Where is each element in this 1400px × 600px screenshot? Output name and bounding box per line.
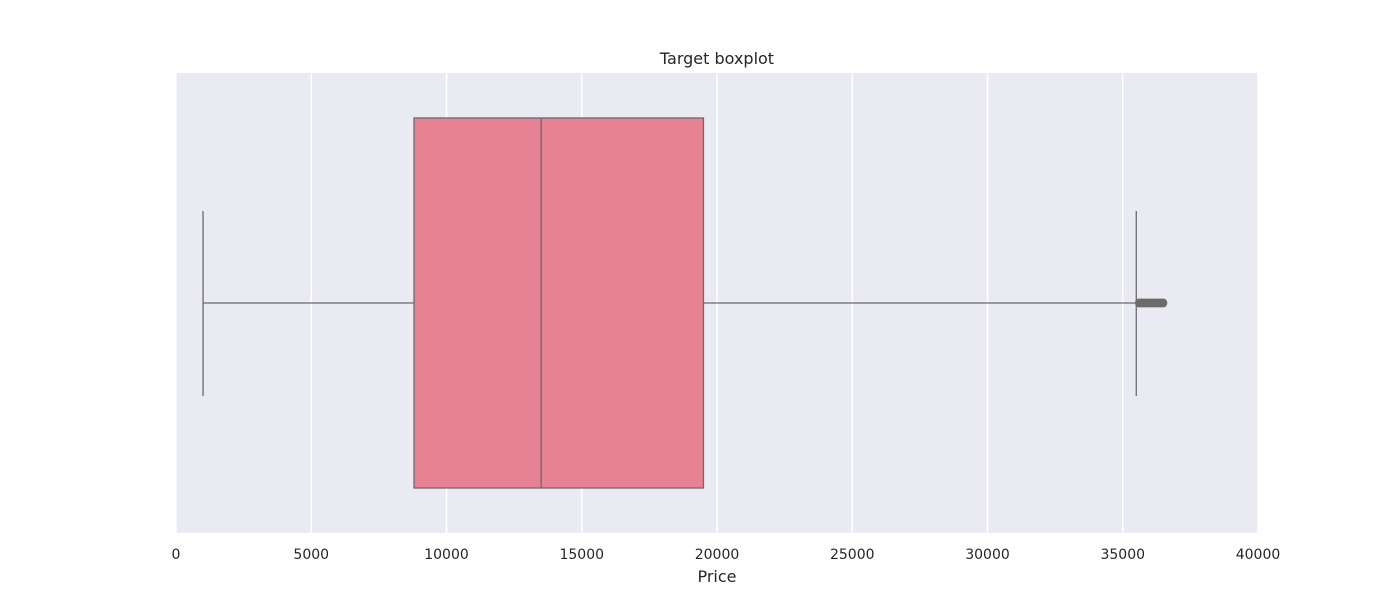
x-axis-label: Price bbox=[697, 567, 736, 586]
iqr-box bbox=[413, 117, 705, 489]
x-tick-label-30000: 30000 bbox=[965, 547, 1010, 563]
x-tick-label-5000: 5000 bbox=[293, 547, 329, 563]
x-axis-ticks: 0 5000 10000 15000 20000 25000 30000 35000 40000 bbox=[172, 547, 1281, 563]
x-tick-label-40000: 40000 bbox=[1236, 547, 1281, 563]
x-tick-label-0: 0 bbox=[172, 547, 181, 563]
x-tick-label-20000: 20000 bbox=[695, 547, 740, 563]
x-tick-label-15000: 15000 bbox=[559, 547, 604, 563]
x-tick-label-25000: 25000 bbox=[830, 547, 875, 563]
x-tick-label-35000: 35000 bbox=[1100, 547, 1145, 563]
box-plot bbox=[202, 117, 1168, 489]
outlier-point-10 bbox=[1159, 298, 1168, 308]
chart-title: Target boxplot bbox=[659, 49, 774, 68]
x-tick-label-10000: 10000 bbox=[424, 547, 469, 563]
